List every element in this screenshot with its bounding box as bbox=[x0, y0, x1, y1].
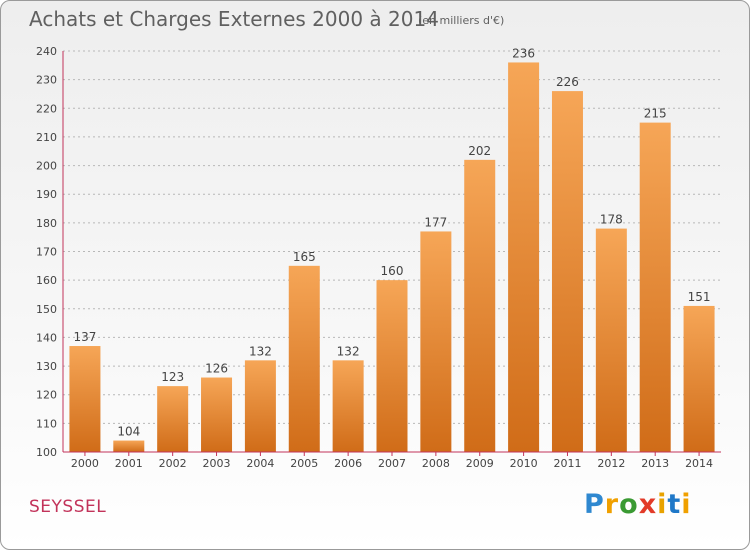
y-tick-label: 140 bbox=[36, 331, 57, 344]
y-tick-label: 220 bbox=[36, 102, 57, 115]
bar bbox=[69, 346, 101, 452]
x-tick-label: 2001 bbox=[115, 457, 143, 470]
data-label: 126 bbox=[205, 362, 228, 376]
y-tick-label: 150 bbox=[36, 303, 57, 316]
data-label: 226 bbox=[556, 75, 579, 89]
data-label: 236 bbox=[512, 46, 535, 60]
y-tick-label: 100 bbox=[36, 446, 57, 459]
data-labels: 137 104 123 126 132 165 132 160 177 202 236 226 178 2… bbox=[73, 46, 710, 438]
y-tick-label: 170 bbox=[36, 246, 57, 259]
y-tick-label: 120 bbox=[36, 389, 57, 402]
data-label: 215 bbox=[644, 107, 667, 121]
y-tick-labels: 100 110 120 130 140 150 160 170 180 190 200 210 220 2… bbox=[36, 45, 57, 459]
bar bbox=[157, 386, 189, 452]
x-tick-label: 2012 bbox=[597, 457, 625, 470]
data-label: 104 bbox=[117, 425, 140, 439]
x-tick-label: 2009 bbox=[466, 457, 494, 470]
data-label: 160 bbox=[381, 264, 404, 278]
brand-letter: t bbox=[667, 489, 682, 520]
x-tick-label: 2003 bbox=[203, 457, 231, 470]
bar bbox=[508, 62, 540, 452]
x-tick-label: 2002 bbox=[159, 457, 187, 470]
x-tick-label: 2000 bbox=[71, 457, 99, 470]
bar bbox=[420, 231, 452, 452]
bar bbox=[332, 360, 364, 452]
brand-letter: P bbox=[584, 489, 605, 520]
brand-letter: r bbox=[604, 489, 620, 520]
chart-title: Achats et Charges Externes 2000 à 2014 bbox=[29, 7, 439, 31]
x-tick-labels: 2000 2001 2002 2003 2004 2005 2006 2007 2008 2009… bbox=[71, 452, 713, 470]
data-label: 123 bbox=[161, 370, 184, 384]
brand-letter: i bbox=[657, 489, 668, 520]
bar bbox=[376, 280, 408, 452]
x-tick-label: 2005 bbox=[290, 457, 318, 470]
commune-name: SEYSSEL bbox=[29, 497, 107, 517]
y-tick-label: 110 bbox=[36, 417, 57, 430]
data-label: 177 bbox=[424, 215, 447, 229]
x-tick-label: 2006 bbox=[334, 457, 362, 470]
x-tick-label: 2013 bbox=[641, 457, 669, 470]
x-tick-label: 2007 bbox=[378, 457, 406, 470]
brand-letter: o bbox=[619, 489, 639, 520]
x-tick-label: 2008 bbox=[422, 457, 450, 470]
axes bbox=[62, 51, 721, 453]
y-tick-label: 240 bbox=[36, 45, 57, 58]
brand-letter: x bbox=[638, 489, 658, 520]
bar bbox=[244, 360, 276, 452]
y-tick-label: 190 bbox=[36, 188, 57, 201]
bar bbox=[595, 228, 627, 452]
bar bbox=[288, 265, 320, 452]
y-tick-label: 210 bbox=[36, 131, 57, 144]
data-label: 132 bbox=[249, 344, 272, 358]
data-label: 137 bbox=[73, 330, 96, 344]
y-tick-label: 230 bbox=[36, 74, 57, 87]
data-label: 202 bbox=[468, 144, 491, 158]
data-label: 178 bbox=[600, 213, 623, 227]
brand-letter: i bbox=[681, 489, 692, 520]
x-tick-label: 2004 bbox=[246, 457, 274, 470]
data-label: 132 bbox=[337, 344, 360, 358]
data-label: 165 bbox=[293, 250, 316, 264]
x-tick-label: 2014 bbox=[685, 457, 713, 470]
bar bbox=[551, 91, 583, 452]
bar bbox=[113, 440, 145, 452]
bar bbox=[683, 305, 715, 452]
chart-unit: (en milliers d'€) bbox=[418, 14, 505, 27]
data-label: 151 bbox=[688, 290, 711, 304]
x-tick-label: 2011 bbox=[553, 457, 581, 470]
y-tick-label: 130 bbox=[36, 360, 57, 373]
x-tick-label: 2010 bbox=[510, 457, 538, 470]
brand-logo: Proxiti bbox=[584, 489, 692, 520]
bar bbox=[201, 377, 233, 452]
bars bbox=[69, 62, 715, 453]
bar bbox=[464, 159, 496, 453]
bar bbox=[639, 122, 671, 452]
y-tick-label: 200 bbox=[36, 160, 57, 173]
y-tick-label: 160 bbox=[36, 274, 57, 287]
y-tick-label: 180 bbox=[36, 217, 57, 230]
